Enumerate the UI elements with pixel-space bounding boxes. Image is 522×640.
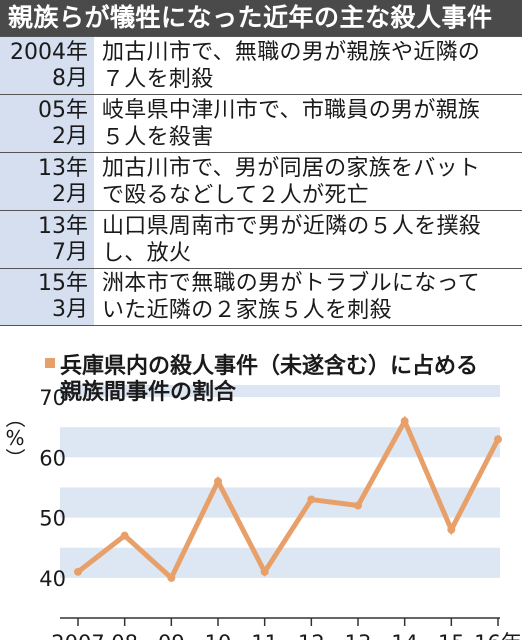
data-point — [400, 417, 409, 426]
y-tick-label: 70 — [39, 386, 66, 410]
x-tick-label: 2007 — [51, 631, 104, 640]
incident-row: 15年 3月 洲本市で無職の男がトラブルになって いた近隣の２家族５人を刺殺 — [0, 268, 522, 326]
data-point — [74, 567, 82, 576]
x-tick-label: 16年 — [474, 631, 522, 640]
chart-title: 兵庫県内の殺人事件（未遂含む）に占める — [60, 354, 479, 379]
incident-date-year: 15年 — [38, 271, 88, 296]
incident-description: 山口県周南市で男が近隣の５人を撲殺 し、放火 — [94, 211, 522, 268]
chart-subtitle: 親族間事件の割合 — [60, 380, 237, 405]
incident-desc-line2: で殴るなどして２人が死亡 — [102, 182, 369, 208]
x-tick-label: 13 — [345, 631, 372, 640]
y-axis-unit-char: ） — [3, 448, 27, 468]
data-point — [167, 573, 176, 582]
incident-date-month: 8月 — [52, 65, 88, 91]
incident-date-month: 7月 — [52, 239, 88, 265]
incident-date: 15年 3月 — [0, 269, 94, 325]
grid-band — [60, 487, 500, 518]
grid-band — [60, 427, 500, 458]
y-axis-unit-char: % — [5, 426, 25, 450]
grid-band — [60, 385, 500, 398]
incident-desc-line1: 山口県周南市で男が近隣の５人を撲殺 — [102, 213, 482, 239]
data-point — [447, 525, 456, 534]
data-point — [120, 531, 129, 540]
incident-date-year: 05年 — [38, 97, 88, 123]
incident-desc-line2: し、放火 — [102, 240, 192, 266]
incident-row: 13年 7月 山口県周南市で男が近隣の５人を撲殺 し、放火 — [0, 210, 522, 268]
y-axis-unit: （%） — [3, 408, 27, 468]
incident-date-month: 2月 — [52, 181, 88, 207]
incident-date: 05年 2月 — [0, 95, 94, 152]
x-tick-label: 10 — [205, 631, 232, 640]
data-point — [307, 495, 316, 504]
x-tick-label: 14 — [391, 631, 418, 640]
incident-date-month: 2月 — [52, 123, 88, 149]
incident-row: 2004年 8月 加古川市で、無職の男が親族や近隣の ７人を刺殺 — [0, 36, 522, 94]
y-tick-label: 40 — [39, 567, 66, 591]
incident-description: 加古川市で、男が同居の家族をバット で殴るなどして２人が死亡 — [94, 153, 522, 210]
data-point — [354, 501, 362, 510]
x-tick-label: 09 — [158, 631, 185, 640]
incident-row: 05年 2月 岐阜県中津川市で、市職員の男が親族 ５人を殺害 — [0, 94, 522, 152]
series-line — [76, 415, 501, 582]
incident-desc-line1: 岐阜県中津川市で、市職員の男が親族 — [102, 97, 481, 123]
incident-description: 洲本市で無職の男がトラブルになって いた近隣の２家族５人を刺殺 — [94, 269, 522, 325]
legend-swatch — [45, 358, 55, 368]
data-point — [494, 435, 502, 444]
incident-date: 2004年 8月 — [0, 37, 94, 94]
data-point — [214, 477, 222, 486]
chart-svg: 40 50 60 70 2007 08 09 10 11 12 13 14 15 16年 — [39, 385, 522, 640]
incident-description: 岐阜県中津川市で、市職員の男が親族 ５人を殺害 — [94, 95, 522, 152]
incident-desc-line2: ７人を刺殺 — [102, 66, 214, 92]
incident-date: 13年 7月 — [0, 211, 94, 268]
incident-desc-line1: 洲本市で無職の男がトラブルになって — [102, 271, 481, 296]
incident-desc-line2: いた近隣の２家族５人を刺殺 — [102, 298, 392, 323]
incident-date-year: 2004年 — [10, 39, 88, 65]
incident-date-year: 13年 — [38, 155, 88, 181]
page-title: 親族らが犠牲になった近年の主な殺人事件 — [0, 0, 522, 36]
incident-desc-line2: ５人を殺害 — [102, 124, 214, 150]
x-tick-label: 11 — [251, 631, 278, 640]
incident-date-year: 13年 — [38, 213, 88, 239]
incident-date: 13年 2月 — [0, 153, 94, 210]
data-point — [260, 567, 269, 576]
y-tick-label: 60 — [39, 446, 66, 470]
incident-desc-line1: 加古川市で、男が同居の家族をバット — [102, 155, 481, 181]
grid-band — [60, 547, 500, 578]
x-tick-label: 15 — [438, 631, 465, 640]
x-tick-label: 12 — [298, 631, 325, 640]
y-tick-label: 50 — [39, 507, 66, 531]
incident-description: 加古川市で、無職の男が親族や近隣の ７人を刺殺 — [94, 37, 522, 94]
y-axis-unit-char: （ — [3, 408, 27, 428]
incident-desc-line1: 加古川市で、無職の男が親族や近隣の — [102, 39, 481, 65]
incident-row: 13年 2月 加古川市で、男が同居の家族をバット で殴るなどして２人が死亡 — [0, 152, 522, 210]
incident-date-month: 3月 — [52, 297, 88, 322]
line-chart: 40 50 60 70 2007 08 09 10 11 12 13 14 15 16年 兵庫県内の殺人事… — [0, 340, 522, 640]
x-tick-label: 08 — [111, 631, 138, 640]
